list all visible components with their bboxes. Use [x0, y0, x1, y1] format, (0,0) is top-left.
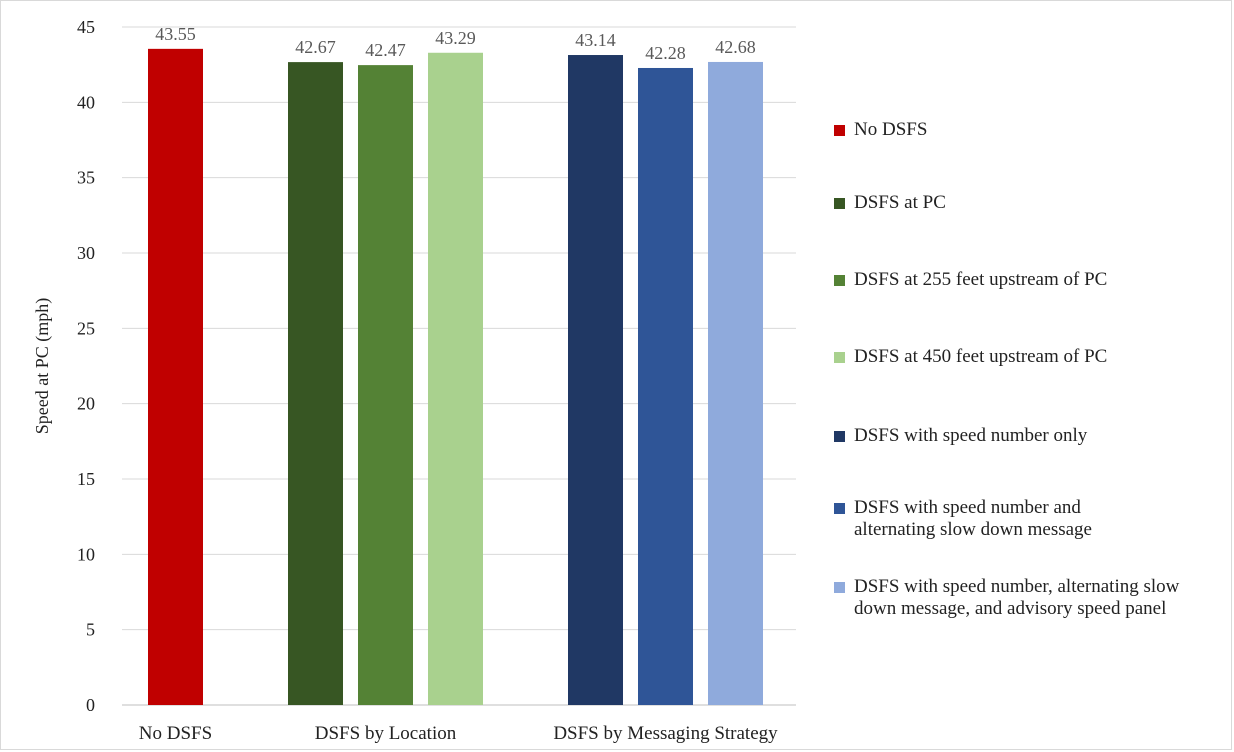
legend-item-speed-number-advisory-panel: DSFS with speed number, alternating slow…	[834, 576, 1224, 620]
legend-item-no-dsfs: No DSFS	[834, 119, 1214, 141]
legend-label: DSFS with speed number and alternating s…	[854, 497, 1092, 540]
data-label: 42.67	[295, 37, 336, 57]
legend-item-dsfs-at-pc: DSFS at PC	[834, 192, 1214, 214]
legend-item-dsfs-450-feet: DSFS at 450 feet upstream of PC	[834, 346, 1214, 368]
bar	[288, 62, 343, 705]
y-tick-label: 40	[77, 92, 95, 112]
x-category-label: No DSFS	[139, 723, 212, 744]
legend-swatch	[834, 431, 845, 442]
x-category-label: DSFS by Messaging Strategy	[553, 723, 778, 744]
legend-label: DSFS at 450 feet upstream of PC	[854, 346, 1108, 367]
bar	[428, 52, 483, 706]
legend-label: DSFS at PC	[854, 192, 946, 213]
data-label: 42.28	[645, 43, 686, 63]
legend-item-speed-number-slow-down: DSFS with speed number and alternating s…	[834, 497, 1154, 541]
y-tick-label: 10	[77, 544, 95, 564]
legend-swatch	[834, 125, 845, 136]
legend-item-speed-number-only: DSFS with speed number only	[834, 425, 1214, 447]
bar	[638, 67, 693, 706]
legend-label: DSFS with speed number only	[854, 425, 1088, 446]
bar	[358, 65, 413, 706]
legend-item-dsfs-255-feet: DSFS at 255 feet upstream of PC	[834, 269, 1214, 291]
legend-swatch	[834, 198, 845, 209]
data-label: 43.55	[155, 24, 196, 44]
legend-label: DSFS with speed number, alternating slow…	[854, 576, 1180, 619]
y-tick-label: 15	[77, 469, 95, 489]
y-tick-label: 5	[86, 620, 95, 640]
y-axis-title: Speed at PC (mph)	[32, 298, 53, 435]
data-label: 43.14	[575, 30, 616, 50]
legend-swatch	[834, 275, 845, 286]
legend-label: DSFS at 255 feet upstream of PC	[854, 269, 1108, 290]
legend-swatch	[834, 582, 845, 593]
y-tick-label: 30	[77, 243, 95, 263]
x-category-label: DSFS by Location	[315, 723, 457, 744]
chart-legend: No DSFS DSFS at PC DSFS at 255 feet upst…	[834, 0, 1230, 752]
y-tick-label: 25	[77, 318, 95, 338]
data-label: 42.47	[365, 40, 406, 60]
data-label: 43.29	[435, 28, 476, 48]
bar	[568, 55, 623, 706]
legend-label: No DSFS	[854, 119, 928, 140]
y-tick-label: 0	[86, 695, 95, 715]
bar	[148, 48, 203, 705]
legend-swatch	[834, 503, 845, 514]
y-tick-label: 35	[77, 168, 95, 188]
y-tick-label: 20	[77, 394, 95, 414]
data-label: 42.68	[715, 37, 756, 57]
y-tick-label: 45	[77, 17, 95, 37]
legend-swatch	[834, 352, 845, 363]
bar	[708, 61, 763, 706]
